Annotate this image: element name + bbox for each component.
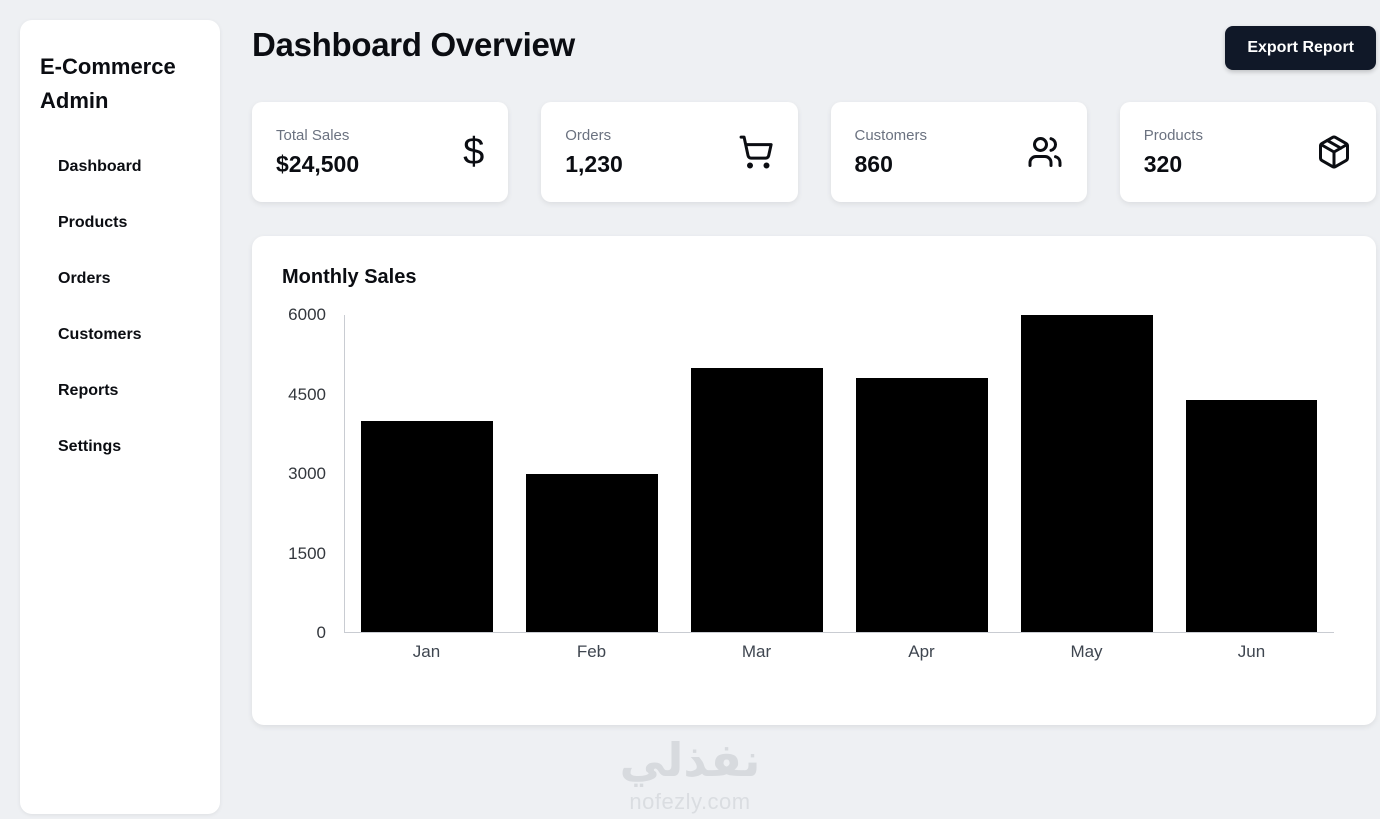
- stat-card-customers: Customers 860: [830, 102, 1087, 202]
- bar-jan: [361, 420, 494, 632]
- stat-text: Orders 1,230: [565, 127, 623, 178]
- bar-slot: [510, 315, 675, 632]
- stat-card-products: Products 320: [1119, 102, 1376, 202]
- main-content: Dashboard Overview Export Report Total S…: [252, 0, 1376, 725]
- bar-slot: [1169, 315, 1334, 632]
- stat-label: Orders: [565, 126, 612, 144]
- stat-text: Products 320: [1144, 127, 1203, 178]
- main-header: Dashboard Overview Export Report: [252, 26, 1376, 70]
- bar-apr: [855, 378, 988, 632]
- y-tick-label: 1500: [288, 543, 326, 563]
- cart-icon: [738, 134, 774, 170]
- stat-card-total-sales: Total Sales $24,500 $: [252, 102, 509, 202]
- export-report-button[interactable]: Export Report: [1225, 26, 1376, 70]
- bar-slot: [839, 315, 1004, 632]
- sidebar-item-dashboard[interactable]: Dashboard: [58, 158, 142, 176]
- chart-plot: [344, 315, 1334, 633]
- chart-title: Monthly Sales: [282, 266, 417, 288]
- x-tick-label: Feb: [576, 642, 607, 661]
- watermark-latin-text: nofezly.com: [629, 789, 751, 814]
- bar-jun: [1185, 399, 1318, 632]
- stats-row: Total Sales $24,500 $ Orders 1,230 Custo…: [252, 102, 1376, 202]
- sidebar-item-orders[interactable]: Orders: [58, 270, 111, 288]
- bar-mar: [691, 367, 823, 632]
- watermark: نفذلي nofezly.com: [620, 733, 761, 815]
- app-title: E-Commerce Admin: [40, 54, 176, 114]
- watermark-arabic-text: نفذلي: [619, 734, 761, 786]
- bar-slot: [675, 315, 840, 632]
- bar-feb: [526, 473, 659, 632]
- y-tick-label: 3000: [288, 464, 326, 483]
- monthly-sales-card: Monthly Sales 0 1500 3000 4500 6000 Jan Feb Ma…: [252, 236, 1376, 725]
- y-tick-label: 0: [316, 623, 326, 642]
- stat-label: Customers: [854, 126, 928, 144]
- sidebar-item-products[interactable]: Products: [58, 214, 128, 232]
- sidebar-nav: Dashboard Products Orders Customers Repo…: [40, 158, 206, 456]
- bar-chart: 0 1500 3000 4500 6000 Jan Feb Mar Apr May Jun: [288, 305, 1334, 662]
- stat-label: Products: [1143, 126, 1203, 144]
- bar-slot: [1004, 315, 1169, 632]
- stat-label: Total Sales: [276, 126, 350, 144]
- bar-may: [1020, 315, 1153, 632]
- stat-text: Total Sales $24,500: [276, 127, 359, 178]
- sidebar-item-customers[interactable]: Customers: [58, 326, 142, 344]
- sidebar-item-reports[interactable]: Reports: [58, 382, 119, 400]
- x-tick-label: Jun: [1237, 642, 1266, 661]
- x-tick-label: May: [1070, 642, 1103, 661]
- dollar-icon: $: [463, 131, 485, 173]
- package-icon: [1316, 134, 1352, 170]
- stat-value: 860: [854, 150, 893, 177]
- stat-card-orders: Orders 1,230: [541, 102, 798, 202]
- sidebar: E-Commerce Admin Dashboard Products Orde…: [20, 20, 220, 814]
- x-tick-label: Mar: [741, 642, 772, 661]
- bar-slot: [345, 315, 510, 632]
- y-tick-label: 6000: [288, 305, 326, 324]
- sidebar-item-settings[interactable]: Settings: [58, 438, 122, 456]
- stat-value: $24,500: [276, 150, 360, 177]
- chart-x-labels: Jan Feb Mar Apr May Jun: [344, 642, 1334, 662]
- users-icon: [1027, 134, 1063, 170]
- y-tick-label: 4500: [288, 384, 326, 404]
- stat-text: Customers 860: [855, 127, 928, 178]
- stat-value: 1,230: [565, 150, 623, 177]
- chart-y-ticks: 0 1500 3000 4500 6000: [282, 305, 332, 642]
- stat-value: 320: [1143, 150, 1183, 177]
- x-tick-label: Apr: [908, 642, 935, 661]
- x-tick-label: Jan: [412, 642, 441, 661]
- page-title: Dashboard Overview: [252, 26, 575, 63]
